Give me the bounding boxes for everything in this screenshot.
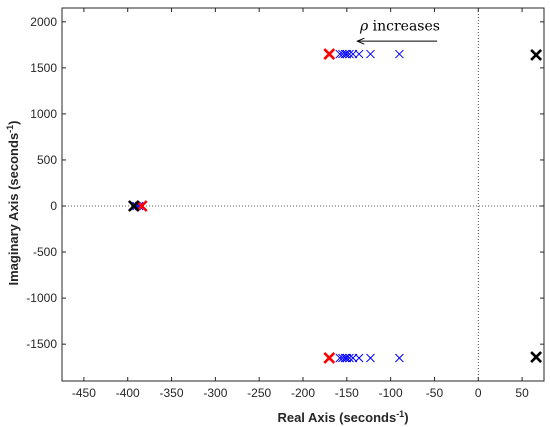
y-tick-label: -500 bbox=[33, 245, 57, 259]
x-tick-label: -250 bbox=[247, 386, 271, 400]
y-tick-label: 500 bbox=[37, 153, 57, 167]
pole-marker bbox=[348, 49, 358, 59]
x-tick-label: -400 bbox=[116, 386, 140, 400]
plot-background bbox=[62, 8, 544, 381]
pole-marker bbox=[530, 49, 543, 61]
pole-marker bbox=[127, 200, 140, 212]
y-tick-label: -1000 bbox=[26, 291, 57, 305]
pole-marker bbox=[338, 49, 347, 59]
pole-marker bbox=[366, 353, 375, 363]
pole-marker bbox=[395, 353, 404, 363]
rho-symbol: ρ bbox=[359, 19, 369, 35]
pole-marker bbox=[530, 351, 543, 363]
pole-marker bbox=[323, 352, 336, 364]
y-tick-label: -1500 bbox=[26, 337, 57, 351]
x-axis-ticks: -450 -400 -350 -300 -250 -200 -150 -100 -50 0 50 bbox=[72, 8, 529, 400]
y-axis-ticks: -1500 -1000 -500 0 500 1000 1500 2000 bbox=[26, 15, 544, 351]
x-tick-label: -150 bbox=[335, 386, 359, 400]
pole-markers bbox=[127, 48, 543, 364]
pole-marker bbox=[345, 353, 354, 363]
annotation-text: increases bbox=[368, 19, 440, 35]
x-tick-label: -100 bbox=[379, 386, 403, 400]
x-axis-title: Real Axis (seconds-1) bbox=[277, 409, 408, 425]
pole-marker bbox=[354, 49, 364, 59]
pole-marker bbox=[345, 49, 354, 59]
x-tick-label: -200 bbox=[291, 386, 315, 400]
pole-marker bbox=[366, 49, 375, 59]
y-tick-label: 1500 bbox=[30, 61, 57, 75]
y-axis-title: Imaginary Axis (seconds-1) bbox=[5, 120, 21, 285]
pole-marker bbox=[338, 353, 347, 363]
x-tick-label: 0 bbox=[475, 386, 482, 400]
y-tick-label: 2000 bbox=[30, 15, 57, 29]
annotation-label: ρ increases bbox=[359, 19, 440, 35]
x-tick-label: -300 bbox=[203, 386, 227, 400]
pole-marker bbox=[342, 49, 352, 59]
pole-marker bbox=[342, 353, 352, 363]
pole-marker bbox=[395, 49, 404, 59]
y-tick-label: 1000 bbox=[30, 107, 57, 121]
x-tick-label: 50 bbox=[515, 386, 529, 400]
pole-marker bbox=[340, 49, 350, 59]
reference-lines bbox=[62, 8, 544, 381]
pole-marker bbox=[323, 48, 336, 60]
pole-marker bbox=[354, 353, 364, 363]
annotation: ρ increases bbox=[356, 19, 440, 45]
y-tick-label: 0 bbox=[50, 199, 57, 213]
annotation-arrow-head bbox=[356, 37, 365, 45]
x-tick-label: -50 bbox=[426, 386, 444, 400]
x-tick-label: -450 bbox=[72, 386, 96, 400]
x-tick-label: -350 bbox=[160, 386, 184, 400]
pole-marker bbox=[348, 353, 358, 363]
pole-marker bbox=[340, 353, 350, 363]
